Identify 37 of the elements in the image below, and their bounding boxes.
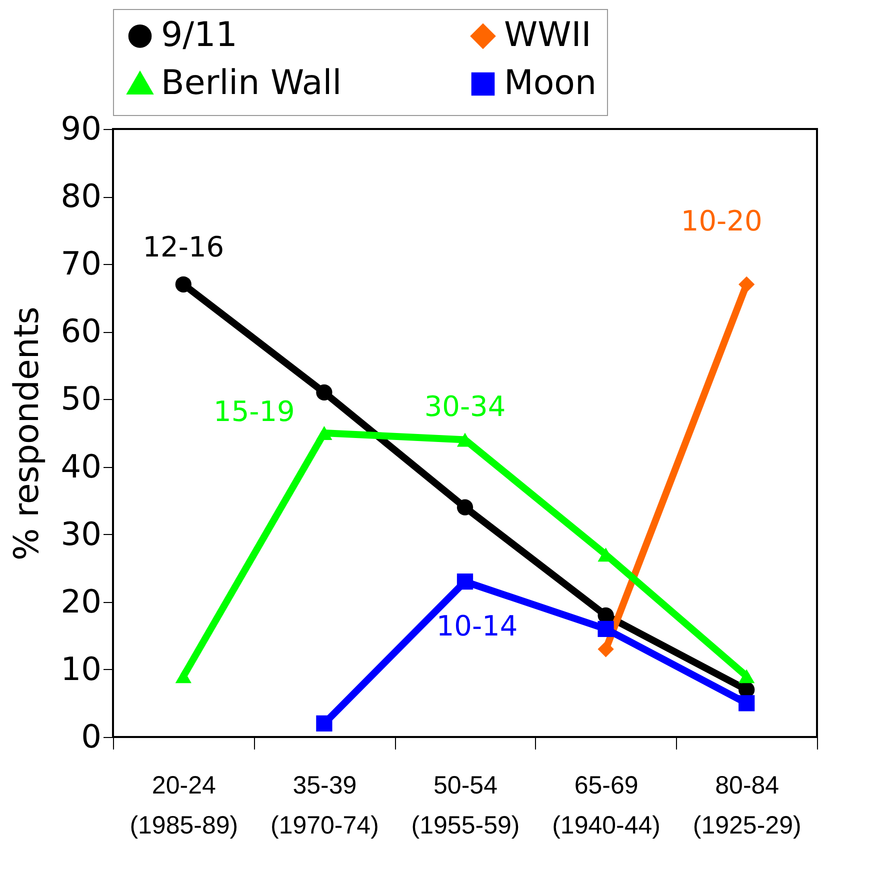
annotation: 10-20 (680, 204, 762, 238)
y-tick-label: 60 (60, 312, 102, 350)
point (598, 641, 614, 658)
annotation: 30-34 (424, 390, 506, 423)
point (456, 574, 474, 590)
y-tick-label: 80 (60, 177, 102, 216)
y-tick-label: 0 (81, 718, 102, 756)
legend-label: 9/11 (161, 15, 238, 56)
y-tick-label: 40 (60, 447, 102, 486)
point (598, 620, 614, 637)
annotation: 15-19 (214, 395, 295, 428)
x-tick-label: 80-84 (1925-29) (692, 772, 802, 840)
y-tick-label: 30 (60, 514, 102, 553)
annotation: 10-14 (436, 610, 518, 643)
legend-label: Moon (504, 63, 596, 103)
point (316, 384, 332, 401)
x-tick-label: 65-69 (1940-44) (552, 772, 661, 840)
point (175, 276, 192, 292)
legend-label: WWII (504, 15, 592, 56)
point (738, 669, 755, 684)
point (316, 426, 332, 440)
point (175, 669, 192, 684)
point (456, 499, 474, 516)
point (738, 695, 755, 712)
y-axis-title: % respondents (6, 306, 47, 561)
x-tick-label: 20-24 (1985-89) (130, 772, 238, 840)
y-tick-label: 10 (60, 650, 102, 688)
y-tick-label: 50 (60, 380, 102, 418)
x-tick-label: 35-39 (1970-74) (270, 772, 379, 840)
x-tick-label: 50-54 (1955-59) (411, 772, 520, 840)
y-tick-label: 90 (60, 110, 102, 148)
point (316, 715, 332, 732)
annotation: 12-16 (142, 230, 224, 264)
y-tick-label: 70 (60, 244, 102, 283)
point (738, 276, 755, 292)
legend-label: Berlin Wall (161, 63, 342, 103)
y-tick-label: 20 (60, 582, 102, 620)
